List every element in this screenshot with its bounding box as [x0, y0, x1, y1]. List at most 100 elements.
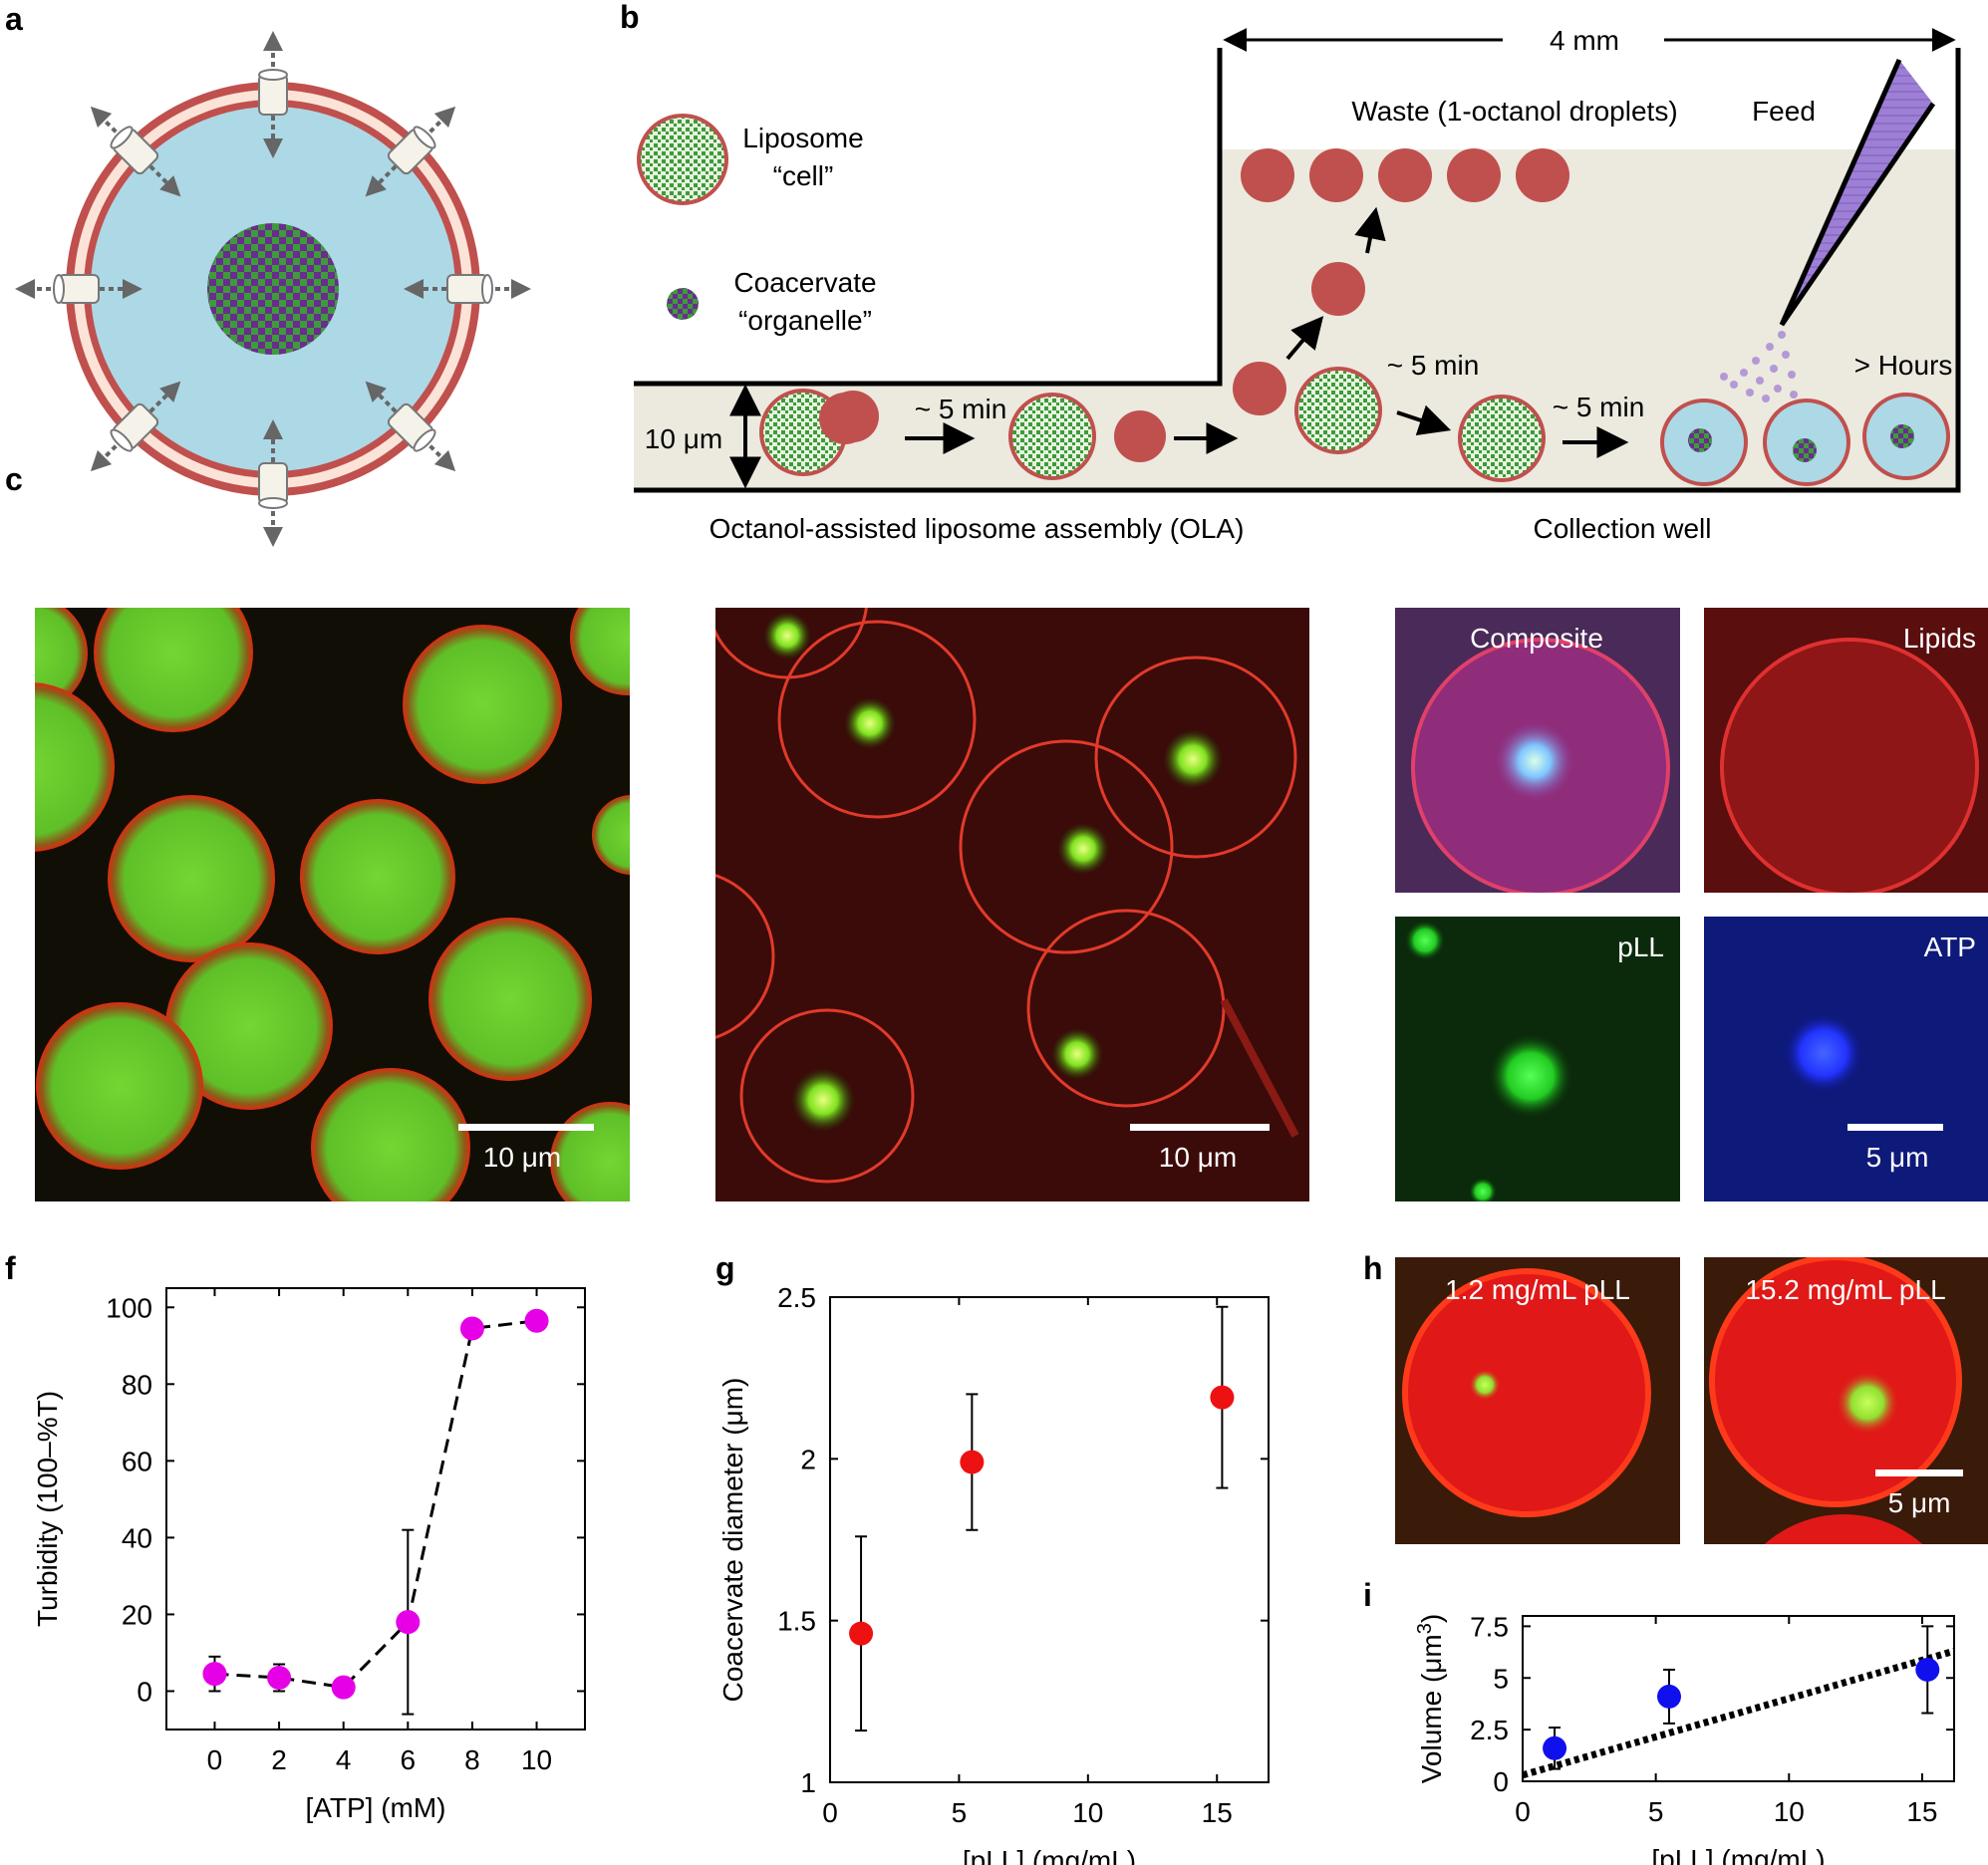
liposome-membranes [715, 608, 1299, 1184]
y-axis-label-end: ) [1416, 1614, 1447, 1623]
liposome-membrane [777, 620, 977, 819]
vesicle [108, 795, 275, 962]
legend-coacervate-icon [667, 288, 699, 320]
coacervate-spots [763, 612, 1223, 1132]
y-axis-label: Turbidity (100–%T) [32, 1391, 63, 1627]
flow-arrows [729, 206, 1629, 489]
x-tick-label: 0 [1515, 1796, 1531, 1827]
channel-top-wall [634, 48, 1223, 387]
organelle [1890, 424, 1914, 448]
organelle [1793, 438, 1817, 462]
y-tick-label: 5 [1493, 1663, 1509, 1694]
data-point [1543, 1735, 1567, 1760]
vesicle [428, 918, 592, 1081]
liposome-membrane [1094, 656, 1297, 859]
vesicle [570, 608, 630, 695]
panel-letter-a: a [5, 1, 23, 37]
x-tick-label: 15 [1202, 1797, 1233, 1828]
lipids-label: Lipids [1903, 623, 1976, 654]
coacervate-spot [1051, 1028, 1103, 1080]
data-point [1915, 1657, 1940, 1682]
scalebar-d [1130, 1124, 1270, 1131]
feed-pipette-outline [1779, 58, 1936, 327]
lipids-membrane [1720, 638, 1979, 893]
coacervate-spot [763, 612, 811, 660]
x-tick-label: 0 [822, 1797, 838, 1828]
x-axis-label: [ATP] (mM) [305, 1792, 445, 1823]
flow-arrow [1285, 316, 1324, 361]
linear-fit-line [1522, 1647, 1955, 1779]
high-pll-coacervate [1836, 1371, 1899, 1435]
x-tick-label: 8 [464, 1744, 480, 1775]
data-point [1657, 1684, 1682, 1709]
data-point [960, 1450, 985, 1474]
liposome [1294, 367, 1382, 454]
waste-droplet [1309, 148, 1363, 202]
octanol-pocket [819, 393, 871, 444]
waste-droplet [1241, 148, 1294, 202]
waste-droplet [1378, 148, 1432, 202]
collection-well-cells [1660, 393, 1950, 486]
y-tick-label: 7.5 [1470, 1611, 1509, 1642]
liposome-membrane [959, 739, 1174, 954]
pll-coacervate [1489, 1034, 1572, 1118]
x-tick-label: 15 [1906, 1796, 1937, 1827]
x-axis-label: [pLL] (mg/mL) [963, 1845, 1136, 1865]
octanol-droplet [1114, 410, 1166, 462]
data-point [396, 1610, 421, 1635]
y-tick-label: 80 [122, 1369, 152, 1400]
vesicle [403, 625, 562, 784]
coacervate-spot [791, 1068, 855, 1132]
feed-particles [1720, 331, 1798, 402]
vesicle [550, 1102, 630, 1201]
vesicle [300, 799, 455, 954]
x-tick-label: 10 [1072, 1797, 1103, 1828]
y-tick-label: 2 [800, 1444, 816, 1474]
time-label-3: ~ 5 min [1553, 392, 1645, 422]
time-label-2: ~ 5 min [1387, 350, 1480, 381]
lipids-liposome [1722, 640, 1977, 893]
x-tick-label: 10 [1774, 1796, 1805, 1827]
scalebar-h-label: 5 μm [1888, 1487, 1951, 1518]
y-axis-label: Coacervate diameter (μm) [717, 1378, 748, 1703]
membrane-channel [258, 419, 288, 547]
waste-droplet [1516, 148, 1569, 202]
coacervate-organelle [207, 223, 339, 355]
panel-letter-g: g [715, 1250, 735, 1286]
scalebar-e [1847, 1124, 1943, 1131]
feed-label: Feed [1752, 96, 1816, 127]
vesicles [35, 608, 630, 1201]
flow-arrow [1354, 206, 1386, 254]
adjacent-liposome [1764, 1514, 1923, 1544]
y-tick-label: 2.5 [777, 1282, 816, 1313]
debris [1220, 998, 1299, 1138]
x-tick-label: 5 [952, 1797, 968, 1828]
y-tick-label: 1 [800, 1767, 816, 1798]
data-point [1210, 1385, 1235, 1410]
membrane-channel [404, 274, 531, 304]
data-point [267, 1665, 292, 1690]
collection-label: Collection well [1534, 513, 1712, 544]
channel-bottom-wall [634, 48, 1961, 493]
liposome-membrane [739, 1008, 915, 1184]
scalebar-c-label: 10 μm [483, 1142, 561, 1173]
transport-arrow [365, 106, 456, 197]
pll-spot [1469, 1178, 1497, 1201]
low-pll-coacervate [1469, 1369, 1501, 1401]
height-label: 10 μm [645, 423, 722, 454]
chart-i-volume: 0 5 10 15 0 2.5 5 7.5 [pLL] (mg/mL) Volume (μm3) [1414, 1611, 1955, 1865]
panel-c-micrograph: 10 μm [35, 608, 630, 1201]
vesicle [35, 682, 115, 852]
legend-coacervate-sublabel: “organelle” [738, 305, 872, 336]
panel-h-micrographs: 1.2 mg/mL pLL 15.2 mg/mL pLL 5 μm [1395, 1257, 1988, 1544]
membrane-channel [365, 106, 456, 197]
high-pll-membrane [1709, 1257, 1962, 1507]
waste-droplet [1447, 148, 1501, 202]
y-tick-label: 0 [137, 1676, 152, 1707]
panel-b-microfluidics: 4 mm Waste (1-octanol droplets) Feed [634, 25, 1961, 544]
scalebar-c [458, 1124, 594, 1131]
atp-coacervate [1782, 1011, 1865, 1095]
transport-arrow [90, 106, 181, 197]
scalebar-h [1875, 1469, 1963, 1476]
chart-g-coacervate-diameter: 0 5 10 15 1 1.5 2 2.5 [pLL] (mg/mL) Coacervate di… [717, 1282, 1270, 1865]
